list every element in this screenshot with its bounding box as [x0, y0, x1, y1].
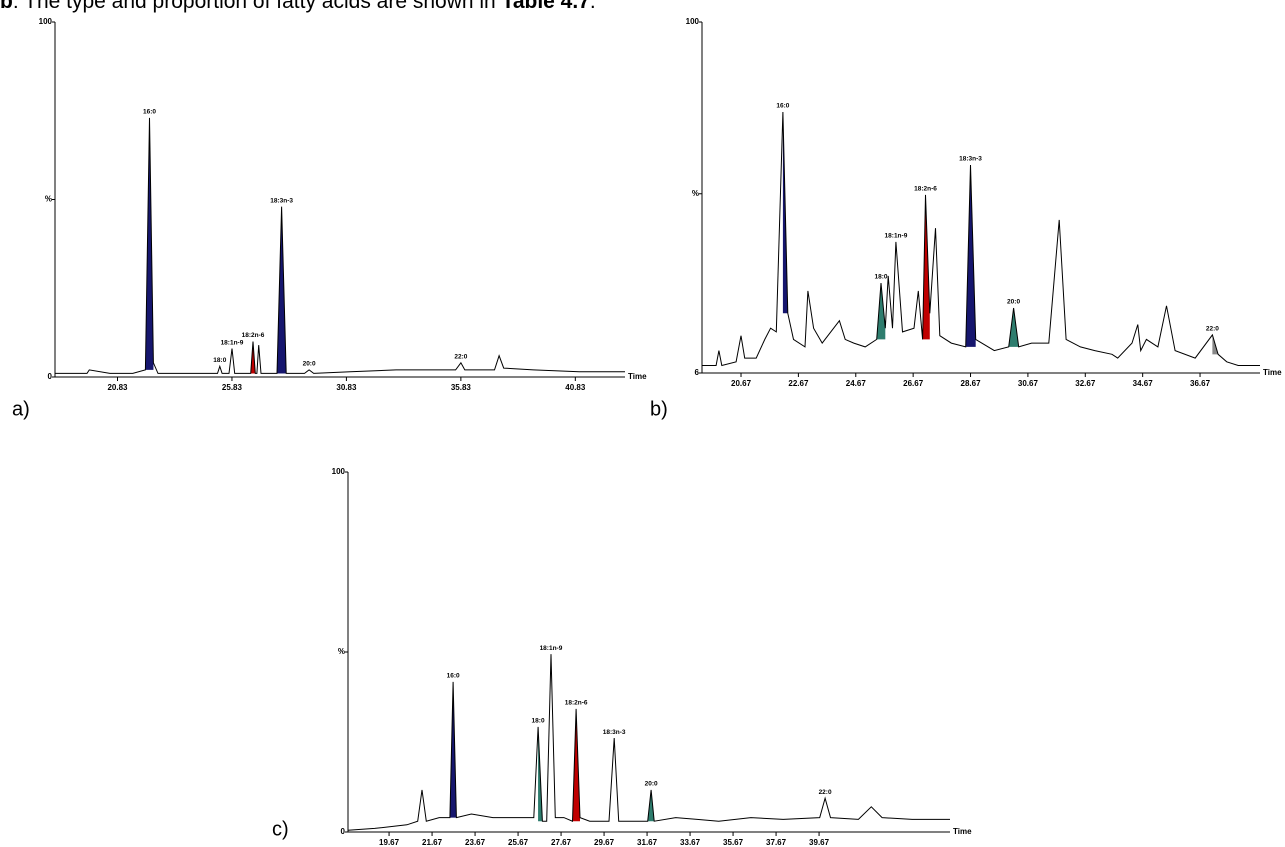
x-tick-label: 35.83	[451, 383, 472, 392]
peak-label: 20:0	[1007, 299, 1020, 306]
peak-fill	[145, 117, 154, 370]
trace	[702, 111, 1260, 367]
peak-label: 18:2n-6	[565, 700, 588, 707]
peak-label: 18:2n-6	[242, 332, 265, 339]
x-tick-label: 33.67	[680, 838, 701, 847]
x-tick-label: 25.67	[508, 838, 529, 847]
peak-label: 18:1n-9	[221, 339, 244, 346]
peak-label: 16:0	[143, 109, 156, 116]
peak-label: 18:0	[875, 274, 888, 281]
trace	[55, 117, 625, 374]
x-axis-label: Time	[953, 827, 972, 836]
panel-caption: c)	[272, 818, 289, 840]
x-tick-label: 37.67	[766, 838, 787, 847]
peak-label: 22:0	[1206, 326, 1219, 333]
x-tick-label: 25.83	[222, 383, 243, 392]
x-tick-label: 30.83	[336, 383, 357, 392]
x-tick-label: 39.67	[809, 838, 830, 847]
peak-label: 16:0	[447, 673, 460, 680]
x-tick-label: 23.67	[465, 838, 486, 847]
y-tick-label: 100	[39, 17, 53, 26]
peak-fill	[572, 708, 580, 822]
header-text: b: The type and proportion of fatty acid…	[0, 0, 596, 14]
peak-label: 16:0	[776, 103, 789, 110]
x-tick-label: 24.67	[846, 379, 867, 388]
x-tick-label: 40.83	[565, 383, 586, 392]
peak-fill	[876, 283, 886, 340]
x-axis-label: Time	[628, 372, 647, 381]
x-tick-label: 20.83	[107, 383, 128, 392]
x-tick-label: 29.67	[594, 838, 615, 847]
peak-label: 18:3n-3	[959, 156, 982, 163]
y-tick-label: %	[692, 189, 699, 198]
panel-caption: b)	[650, 398, 668, 420]
peak-fill	[449, 681, 457, 818]
y-tick-label: 0	[48, 372, 53, 381]
peak-fill	[647, 789, 655, 822]
peak-fill	[1008, 308, 1019, 347]
peak-label: 22:0	[454, 354, 467, 361]
panel-caption: a)	[12, 398, 30, 420]
x-tick-label: 27.67	[551, 838, 572, 847]
header-lead: b	[0, 0, 13, 13]
x-tick-label: 19.67	[379, 838, 400, 847]
peak-label: 20:0	[645, 781, 658, 788]
x-axis-label: Time	[1263, 368, 1282, 377]
x-tick-label: 32.67	[1075, 379, 1096, 388]
y-tick-label: 100	[686, 17, 700, 26]
y-tick-label: %	[45, 195, 52, 204]
peak-fill	[922, 194, 930, 340]
header-body: : The type and proportion of fatty acids…	[12, 0, 502, 13]
peak-label: 18:3n-3	[603, 729, 626, 736]
x-tick-label: 21.67	[422, 838, 443, 847]
peak-fill	[965, 165, 976, 347]
x-tick-label: 30.67	[1018, 379, 1039, 388]
x-tick-label: 22.67	[788, 379, 809, 388]
x-tick-label: 34.67	[1133, 379, 1154, 388]
peak-label: 18:1n-9	[885, 233, 908, 240]
header-end: .	[589, 0, 596, 13]
peak-label: 18:1n-9	[540, 645, 563, 652]
peak-label: 18:0	[213, 357, 226, 364]
peak-label: 18:2n-6	[914, 186, 937, 193]
x-tick-label: 35.67	[723, 838, 744, 847]
y-tick-label: 100	[332, 467, 346, 476]
peak-fill	[277, 206, 287, 374]
x-tick-label: 28.67	[961, 379, 982, 388]
x-tick-label: 26.67	[903, 379, 924, 388]
x-tick-label: 31.67	[637, 838, 658, 847]
peak-label: 20:0	[303, 361, 316, 368]
y-tick-label: 6	[695, 368, 700, 377]
header-ref: Table 4.7	[501, 0, 590, 13]
x-tick-label: 36.67	[1190, 379, 1211, 388]
peak-label: 18:3n-3	[270, 197, 293, 204]
peak-label: 22:0	[819, 789, 832, 796]
y-tick-label: %	[338, 647, 345, 656]
x-tick-label: 20.67	[731, 379, 752, 388]
trace	[347, 654, 950, 831]
peak-label: 18:0	[532, 718, 545, 725]
y-tick-label: 0	[341, 827, 346, 836]
